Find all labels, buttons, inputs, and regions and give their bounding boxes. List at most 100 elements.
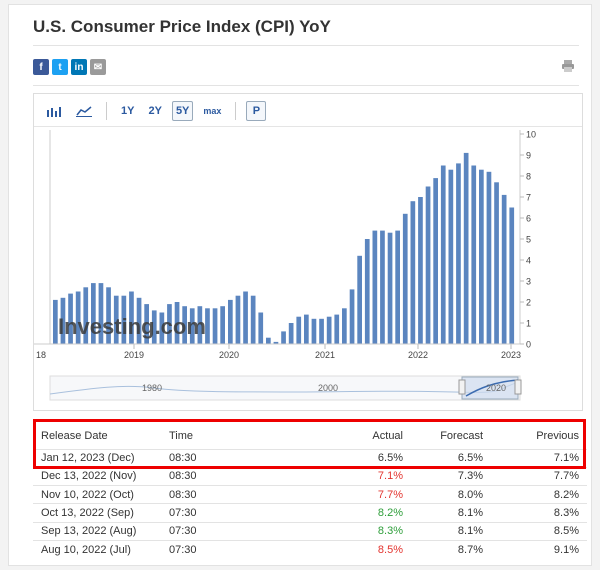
col-forecast[interactable]: Forecast [440,429,483,442]
chart-bar [456,163,461,344]
forecast-cell: 8.1% [411,521,491,541]
email-icon[interactable]: ✉ [90,59,106,75]
chart-bar [479,169,484,344]
previous-cell: 8.3% [491,503,587,523]
p-button[interactable]: P [246,101,267,121]
time-cell: 08:30 [161,485,291,504]
chart-bar [486,171,492,344]
x-tick-label: 18 [36,350,46,360]
time-cell: 07:30 [161,503,291,523]
chart-bar [357,255,362,344]
chart-bar [418,197,423,344]
x-tick-label: 2021 [315,350,335,360]
release-date-cell: Jan 12, 2023 (Dec) [33,448,161,468]
table-row: Aug 10, 2022 (Jul) 07:30 8.5% 8.7% 9.1% [33,539,587,559]
chart-bar [326,316,332,344]
time-cell: 07:30 [161,521,291,541]
chart-bar [296,316,302,344]
chart-bar [189,308,195,344]
navigator-selected-series [465,379,519,397]
col-release-date[interactable]: Release Date [41,429,108,442]
y-tick-label: 7 [526,193,531,203]
forecast-cell: 8.0% [411,485,491,504]
actual-cell: 8.5% [291,539,411,559]
y-tick-label: 4 [526,256,531,266]
table-row: Dec 13, 2022 (Nov) 08:30 7.1% 7.3% 7.7% [33,466,587,486]
chart-bar [410,201,416,344]
chart-bar [425,186,431,344]
navigator-handle [458,379,466,395]
bar-chart-toggle[interactable] [42,101,66,121]
navigator-track [49,375,521,401]
chart-bar [471,165,477,344]
release-date-cell: Dec 13, 2022 (Nov) [33,466,161,486]
area-chart-toggle[interactable] [72,101,96,121]
chart-bar [440,165,446,344]
navigator-label: 2020 [486,383,506,393]
chart-bar [349,289,355,344]
col-time[interactable]: Time [169,429,194,442]
table-row: Nov 10, 2022 (Oct) 08:30 7.7% 8.0% 8.2% [33,485,587,504]
chart-bar [273,341,279,344]
col-previous[interactable]: Previous [536,429,579,442]
toolbar-separator [235,102,237,120]
chart-bar [258,312,264,344]
print-icon[interactable] [561,59,575,73]
chart-bar [448,169,454,344]
history-table: Release Date Time Actual Forecast Previo… [33,423,587,559]
toolbar-separator [106,102,107,120]
chart-bar [83,287,89,344]
chart-bar [159,312,165,344]
navigator[interactable]: 1980 2000 2020 [49,375,522,401]
chart-bar [364,239,370,344]
chart-bar [151,310,157,344]
chart-bar [288,323,294,344]
chart-panel: 1Y 2Y 5Y max P 0 1 2 3 4 5 6 7 8 9 10 18 2019 2020 20… [33,93,583,411]
twitter-icon[interactable]: t [52,59,68,75]
chart-toolbar: 1Y 2Y 5Y max P [42,100,267,122]
x-tick-label: 2019 [124,350,144,360]
facebook-icon[interactable]: f [33,59,49,75]
chart-bar [113,295,119,344]
forecast-cell: 6.5% [411,448,491,468]
chart-bar [75,291,81,344]
chart-bar [136,297,142,344]
chart-bar [372,230,378,344]
previous-cell: 7.1% [491,448,587,468]
actual-cell: 8.3% [291,521,411,541]
table-row: Jan 12, 2023 (Dec) 08:30 6.5% 6.5% 7.1% [33,448,587,468]
y-tick-label: 5 [526,235,531,245]
chart-bar [402,213,408,344]
y-tick-label: 1 [526,319,531,329]
chart-bar [68,293,73,344]
share-bar: f t in ✉ [33,59,106,75]
range-5y-button[interactable]: 5Y [171,101,194,121]
x-tick-label: 2020 [219,350,239,360]
chart-bar [463,152,469,344]
chart-bar [53,299,58,344]
time-cell: 07:30 [161,539,291,559]
linkedin-icon[interactable]: in [71,59,87,75]
range-1y-button[interactable]: 1Y [121,105,135,117]
navigator-label: 1980 [142,383,162,393]
chart-bar [250,295,256,344]
forecast-cell: 8.7% [411,539,491,559]
col-actual[interactable]: Actual [372,429,403,442]
range-2y-button[interactable]: 2Y [148,105,162,117]
actual-cell: 7.1% [291,466,411,486]
x-tick-label: 2023 [501,350,521,360]
chart-bar [395,230,400,344]
y-tick-label: 2 [526,298,531,308]
y-tick-label: 9 [526,151,531,161]
actual-cell: 8.2% [291,503,411,523]
divider [33,45,579,46]
x-tick-label: 2022 [408,350,428,360]
bar-chart-icon [47,107,61,117]
table-row: Sep 13, 2022 (Aug) 07:30 8.3% 8.1% 8.5% [33,521,587,541]
range-max-button[interactable]: max [203,106,222,116]
navigator-label: 2000 [318,383,338,393]
chart-bar [220,306,225,344]
chart-bar [98,283,104,344]
chart-bar [121,295,127,344]
previous-cell: 9.1% [491,539,587,559]
